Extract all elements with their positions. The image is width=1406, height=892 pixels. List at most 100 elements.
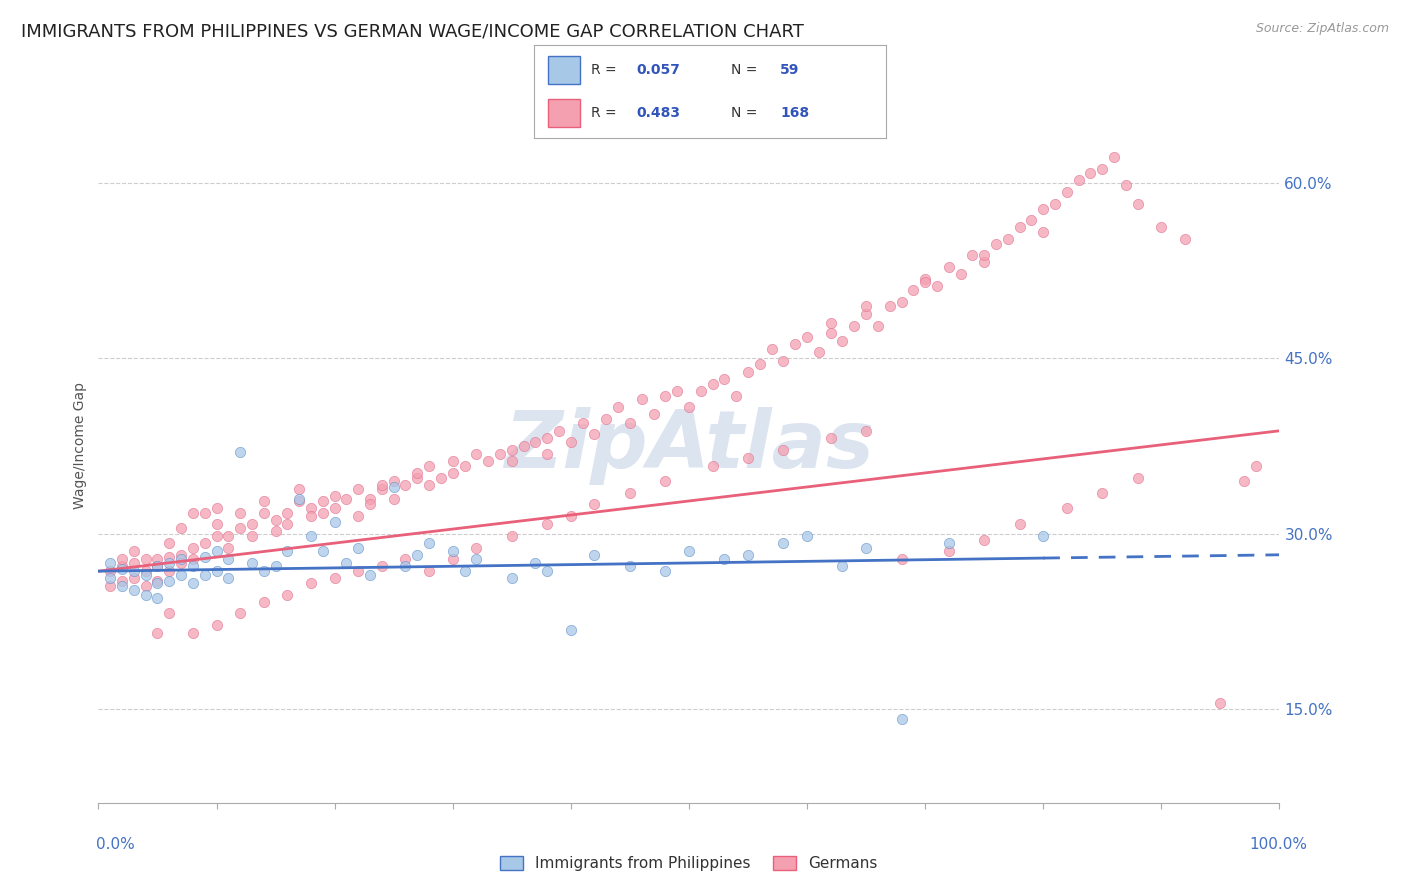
Point <box>536 564 558 578</box>
Point <box>1150 220 1173 235</box>
Point <box>1032 225 1054 239</box>
Point <box>181 559 204 574</box>
Point <box>205 517 228 532</box>
Point <box>98 571 121 585</box>
Point <box>406 548 429 562</box>
Point <box>583 498 606 512</box>
Point <box>371 559 394 574</box>
Point <box>938 544 960 558</box>
Point <box>146 575 169 590</box>
Point <box>394 552 416 566</box>
Point <box>536 517 558 532</box>
Point <box>1091 485 1114 500</box>
Point <box>418 564 440 578</box>
Point <box>430 470 453 484</box>
Point <box>240 529 263 543</box>
Point <box>323 515 346 529</box>
Point <box>654 389 676 403</box>
Point <box>820 316 842 330</box>
Point <box>1115 178 1137 193</box>
Point <box>288 494 311 508</box>
Point <box>98 564 121 578</box>
Point <box>157 556 180 570</box>
Point <box>382 491 405 506</box>
Point <box>1021 213 1043 227</box>
FancyBboxPatch shape <box>548 99 581 127</box>
Point <box>194 506 217 520</box>
Point <box>264 524 287 539</box>
Point <box>382 474 405 488</box>
Text: 0.483: 0.483 <box>636 106 681 120</box>
Point <box>122 564 145 578</box>
Point <box>359 567 381 582</box>
Point <box>205 529 228 543</box>
Point <box>264 559 287 574</box>
Point <box>820 431 842 445</box>
Point <box>713 372 735 386</box>
Point <box>217 541 239 555</box>
Point <box>394 477 416 491</box>
Point <box>796 529 818 543</box>
Point <box>418 477 440 491</box>
Point <box>914 275 936 289</box>
Point <box>643 408 665 422</box>
Point <box>1174 232 1197 246</box>
Point <box>465 447 488 461</box>
Point <box>890 712 912 726</box>
Point <box>748 357 770 371</box>
Point <box>240 517 263 532</box>
Point <box>229 445 252 459</box>
Point <box>371 477 394 491</box>
Point <box>595 412 617 426</box>
Point <box>890 295 912 310</box>
Point <box>560 435 582 450</box>
Text: ZipAtlas: ZipAtlas <box>503 407 875 485</box>
Point <box>807 345 830 359</box>
Point <box>713 552 735 566</box>
Point <box>194 536 217 550</box>
Point <box>866 318 889 333</box>
Point <box>890 552 912 566</box>
Point <box>111 552 134 566</box>
Text: R =: R = <box>591 106 620 120</box>
Point <box>194 550 217 565</box>
Point <box>1126 470 1149 484</box>
Point <box>229 506 252 520</box>
Point <box>157 607 180 621</box>
Point <box>831 559 853 574</box>
Point <box>312 506 335 520</box>
FancyBboxPatch shape <box>548 56 581 84</box>
Point <box>146 591 169 605</box>
Point <box>583 427 606 442</box>
Point <box>1008 517 1031 532</box>
Point <box>772 442 794 457</box>
Point <box>205 544 228 558</box>
Point <box>323 489 346 503</box>
Point <box>1056 185 1078 199</box>
Point <box>135 588 157 602</box>
Point <box>1056 501 1078 516</box>
Point <box>855 307 877 321</box>
Point <box>536 447 558 461</box>
Point <box>1126 197 1149 211</box>
Point <box>276 544 298 558</box>
Point <box>170 556 193 570</box>
Y-axis label: Wage/Income Gap: Wage/Income Gap <box>73 383 87 509</box>
Point <box>205 564 228 578</box>
Point <box>1067 173 1090 187</box>
Point <box>253 564 276 578</box>
Point <box>181 626 204 640</box>
Point <box>122 571 145 585</box>
Point <box>583 548 606 562</box>
Point <box>181 575 204 590</box>
Point <box>323 501 346 516</box>
Point <box>737 450 759 465</box>
Text: 0.057: 0.057 <box>636 63 681 77</box>
Point <box>1032 202 1054 216</box>
Legend: Immigrants from Philippines, Germans: Immigrants from Philippines, Germans <box>494 850 884 877</box>
Point <box>1091 161 1114 176</box>
Point <box>98 556 121 570</box>
Point <box>1008 220 1031 235</box>
Point <box>229 607 252 621</box>
Point <box>135 579 157 593</box>
